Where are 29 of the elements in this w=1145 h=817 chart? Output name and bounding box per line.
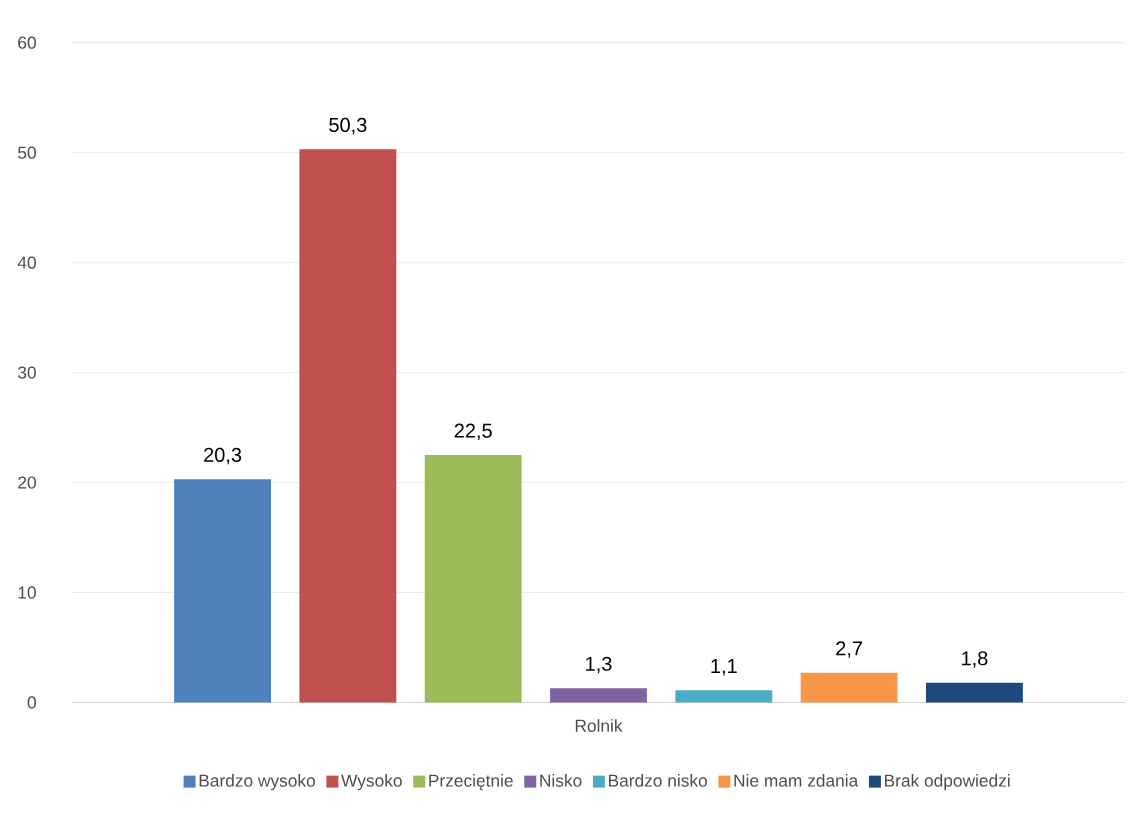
bar (675, 690, 773, 703)
bar (800, 672, 898, 703)
bar (174, 479, 271, 703)
y-tick-label: 60 (18, 36, 36, 49)
bar (550, 688, 647, 703)
legend-label: Przeciętnie (429, 773, 513, 791)
bar (424, 454, 522, 703)
y-tick-label: 50 (18, 146, 36, 159)
legend-label: Nie mam zdania (734, 773, 859, 787)
y-tick-label: 20 (18, 476, 36, 489)
data-label: 2,7 (836, 641, 863, 658)
y-tick-label: 0 (27, 696, 36, 709)
x-tick-label: Rolnik (575, 719, 623, 732)
legend-label: Wysoko (341, 773, 402, 791)
data-label: 50,3 (329, 117, 367, 135)
legend-label: Bardzo nisko (608, 773, 707, 787)
bar (299, 149, 397, 703)
data-label: 1,3 (586, 656, 612, 674)
bar (925, 682, 1023, 703)
y-tick-label: 10 (18, 586, 36, 599)
legend-label: Nisko (540, 773, 582, 787)
data-label: 22,5 (454, 423, 492, 441)
data-label: 20,3 (204, 447, 242, 465)
y-tick-label: 40 (17, 256, 36, 269)
y-tick-label: 30 (18, 366, 36, 379)
legend-label: Bardzo wysoko (199, 773, 315, 791)
legend-label: Brak odpowiedzi (885, 773, 1010, 791)
data-label: 1,1 (711, 659, 737, 676)
data-label: 1,8 (962, 651, 988, 668)
